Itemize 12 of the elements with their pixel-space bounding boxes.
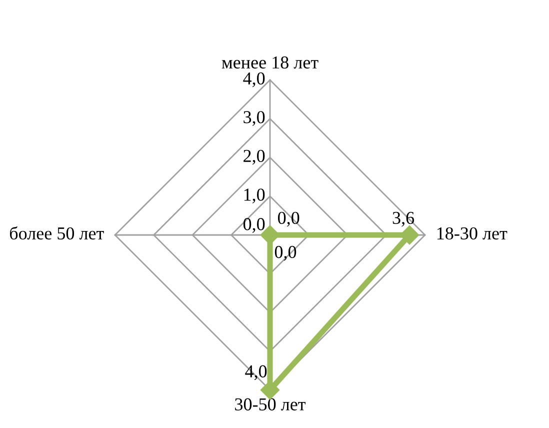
spoke-label: 30-50 лет [235,398,306,410]
spoke-label: менее 18 лет [222,56,318,69]
y-tick-label: 4,0 [243,72,265,88]
data-label: 0,0 [278,212,300,227]
y-tick-label: 0,0 [243,218,265,233]
y-tick-label: 3,0 [244,111,265,126]
y-tick-label: 1,0 [244,188,265,204]
spoke-label: более 50 лет [10,226,104,240]
spoke-label: 18-30 лет [437,227,508,240]
y-tick-label: 2,0 [244,150,265,165]
data-label: 0,0 [274,246,296,261]
data-label: 3,6 [392,212,414,227]
